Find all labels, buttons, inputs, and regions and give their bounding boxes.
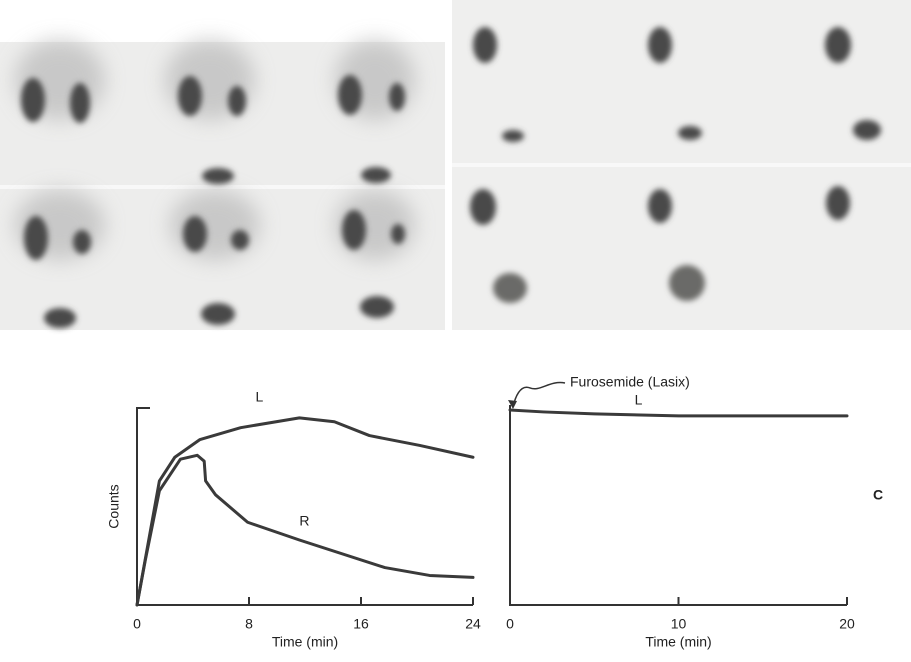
series-label: L [256,389,264,405]
x-tick-label: 0 [133,616,141,632]
scan-images-left [0,40,445,330]
axis [509,405,847,606]
y-axis-label: Counts [106,484,122,528]
series-label: L [635,392,643,408]
annotation-arrow [512,381,566,408]
scan-images-right [452,0,911,330]
x-tick-label: 20 [839,616,855,632]
x-tick-label: 16 [353,616,369,632]
annotation-arrowhead [508,399,517,409]
series-line [135,453,475,607]
axis [136,407,473,606]
x-axis-label: Time (min) [645,634,711,650]
x-tick-label: 24 [465,616,481,632]
series-line [508,408,849,418]
annotation: Furosemide (Lasix) [570,374,690,390]
x-tick-label: 8 [245,616,253,632]
series-label: R [299,513,309,529]
x-axis-label: Time (min) [272,634,338,650]
series-line [135,416,475,607]
panel-label: C [873,487,883,503]
x-tick-label: 0 [506,616,514,632]
x-tick-label: 10 [671,616,687,632]
